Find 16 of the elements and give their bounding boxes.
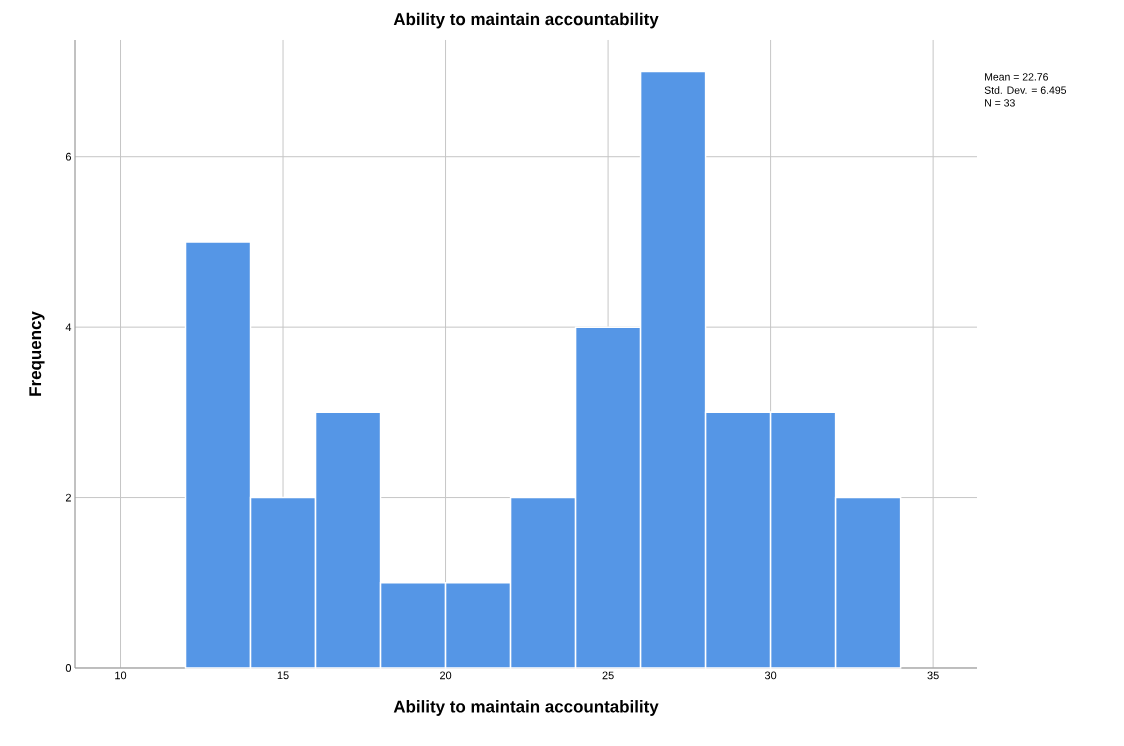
y-tick-label: 2 [65,493,71,502]
x-tick-label: 15 [277,671,289,680]
x-tick-label: 10 [115,671,127,680]
x-tick-label: 30 [764,671,777,680]
x-tick-label: 25 [602,671,614,680]
y-tick-label: 0 [65,664,72,672]
x-tick-label: 35 [927,671,939,680]
y-axis-title: Frequency [29,311,45,396]
y-tick-label: 4 [65,323,72,331]
text: Mean = 22.76 [985,73,1048,81]
text: Std. Dev. = 6.495 [984,86,1067,94]
x-axis-title: Ability to maintain accountability [393,700,659,716]
x-tick-label: 20 [440,671,452,680]
y-tick-label: 6 [65,152,71,161]
text: N = 33 [985,99,1015,107]
chart-title: Ability to maintain accountability [393,12,659,29]
